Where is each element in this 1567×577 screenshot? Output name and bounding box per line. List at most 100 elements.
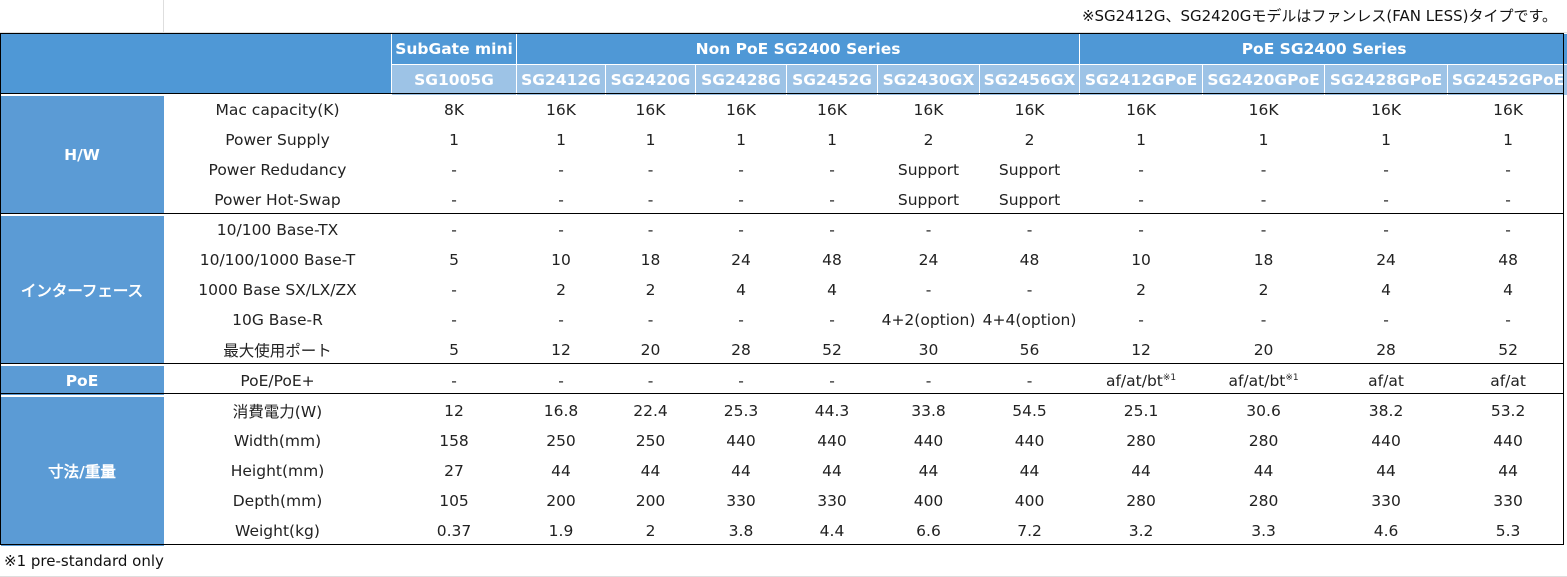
cell-value: - xyxy=(829,371,835,390)
cell-value: 44 xyxy=(640,462,661,480)
cell-value: af/at xyxy=(1490,371,1526,390)
cell-value: - xyxy=(1505,311,1511,329)
cell-value: 48 xyxy=(822,251,842,269)
table-cell: 24 xyxy=(1324,244,1448,276)
cell-value: 250 xyxy=(546,432,576,450)
table-cell: - xyxy=(695,154,787,186)
table-cell: 4.6 xyxy=(1324,515,1448,547)
table-row: 1000 Base SX/LX/ZX - 2 2 4 4 - - 2 2 4 4 xyxy=(1,274,1567,306)
table-cell: 44 xyxy=(1447,455,1567,487)
cell-value: - xyxy=(1026,221,1033,239)
header-group-row: SubGate mini Non PoE SG2400 Series PoE SG2… xyxy=(0,33,1567,96)
cell-value: 10 xyxy=(1131,251,1151,269)
row-label: 1000 Base SX/LX/ZX xyxy=(163,274,392,306)
cell-value: 330 xyxy=(817,492,847,510)
cell-value: - xyxy=(558,191,564,209)
cell-value: - xyxy=(1505,161,1511,179)
cell-value: 16K xyxy=(913,101,944,119)
row-label: Depth(mm) xyxy=(163,485,392,517)
header-group-label: Non PoE SG2400 Series xyxy=(515,33,1081,65)
table-header: SubGate mini Non PoE SG2400 Series PoE SG2… xyxy=(0,33,1567,96)
cell-value: 24 xyxy=(1376,251,1396,269)
cell-value: 24 xyxy=(918,251,939,269)
cell-value: 6.6 xyxy=(916,522,941,540)
cell-value: 200 xyxy=(546,492,576,510)
header-corner xyxy=(0,33,392,96)
cell-value: 1 xyxy=(556,131,566,149)
table-cell: 280 xyxy=(1079,485,1203,517)
cell-value: 4 xyxy=(827,281,837,299)
table-cell: 38.2 xyxy=(1324,395,1448,427)
table-cell: - xyxy=(605,154,696,186)
table-cell: 53.2 xyxy=(1447,395,1567,427)
table-cell: - xyxy=(786,214,878,246)
row-label: 10/100 Base-TX xyxy=(163,214,392,246)
cell-value: - xyxy=(1260,221,1267,239)
table-cell: 1 xyxy=(605,124,696,156)
table-cell: - xyxy=(1079,304,1203,336)
cell-value: 16K xyxy=(1248,101,1279,119)
footnote-marker: ※1 xyxy=(1285,372,1299,383)
cell-value: 4.4 xyxy=(819,522,845,540)
table-cell: 4 xyxy=(1447,274,1567,306)
fanless-note: ※SG2412G、SG2420Gモデルはファンレス(FAN LESS)タイプです… xyxy=(1081,7,1557,25)
category-separator xyxy=(0,363,1564,364)
table-cell: - xyxy=(1447,154,1567,186)
table-row: Power Supply 1 1 1 1 1 2 2 1 1 1 1 xyxy=(1,124,1567,156)
cell-value: 20 xyxy=(1253,341,1274,359)
cell-value: 38.2 xyxy=(1368,402,1404,420)
table-cell: 5.3 xyxy=(1447,515,1567,547)
table-cell: 27 xyxy=(391,455,517,487)
cell-value: 440 xyxy=(726,432,756,450)
table-cell: 44 xyxy=(695,455,787,487)
table-cell: 1 xyxy=(1079,124,1203,156)
table-cell: - xyxy=(695,364,787,397)
table-cell: - xyxy=(1324,304,1448,336)
table-cell: 48 xyxy=(1447,244,1567,276)
cell-value: - xyxy=(738,311,744,329)
table-cell: 10 xyxy=(1079,244,1203,276)
table-cell: - xyxy=(516,214,606,246)
cell-value: 44 xyxy=(1376,462,1396,480)
cell-value: 1 xyxy=(736,131,746,149)
cell-value: 53.2 xyxy=(1490,402,1526,420)
table-cell: - xyxy=(877,214,980,246)
row-label: 消費電力(W) xyxy=(163,395,392,427)
table-cell: 280 xyxy=(1202,425,1325,457)
cell-value: 52 xyxy=(1498,341,1518,359)
table-cell: Support xyxy=(877,184,980,216)
table-cell: 44 xyxy=(1202,455,1325,487)
table-cell: 3.8 xyxy=(695,515,787,547)
model-name: SG2428G xyxy=(695,63,787,96)
cell-value: 1 xyxy=(827,131,837,149)
table-cell: - xyxy=(1202,154,1325,186)
cell-value: - xyxy=(1383,221,1389,239)
table-cell: - xyxy=(1324,214,1448,246)
cell-value: - xyxy=(1383,191,1389,209)
table-cell: Support xyxy=(979,184,1080,216)
cell-value: 1 xyxy=(1136,131,1146,149)
table-cell: 400 xyxy=(877,485,980,517)
table-body: H/W Mac capacity(K) 8K 16K 16K 16K 16K 16K 16K 16… xyxy=(0,94,1567,547)
cell-value: Support xyxy=(897,161,960,179)
table-cell: - xyxy=(786,304,878,336)
cell-value: 5 xyxy=(449,251,459,269)
table-row: Power Hot-Swap - - - - - Support Support - - - - xyxy=(1,184,1567,216)
table-cell: 12 xyxy=(1079,334,1203,366)
table-cell: - xyxy=(1079,184,1203,216)
cell-value: 440 xyxy=(1371,432,1401,450)
table-cell: - xyxy=(979,274,1080,306)
table-cell: - xyxy=(605,184,696,216)
cell-value: 280 xyxy=(1126,432,1156,450)
cell-value: - xyxy=(451,281,457,299)
table-cell: 16K xyxy=(1202,94,1325,126)
cell-value: - xyxy=(1026,281,1033,299)
cell-value: - xyxy=(738,161,744,179)
table-cell: - xyxy=(877,274,980,306)
table-cell: 1 xyxy=(1324,124,1448,156)
table-cell: 330 xyxy=(1447,485,1567,517)
cell-value: - xyxy=(738,371,744,390)
table-cell: 105 xyxy=(391,485,517,517)
cell-value: 20 xyxy=(640,341,661,359)
cell-value: 18 xyxy=(1253,251,1274,269)
